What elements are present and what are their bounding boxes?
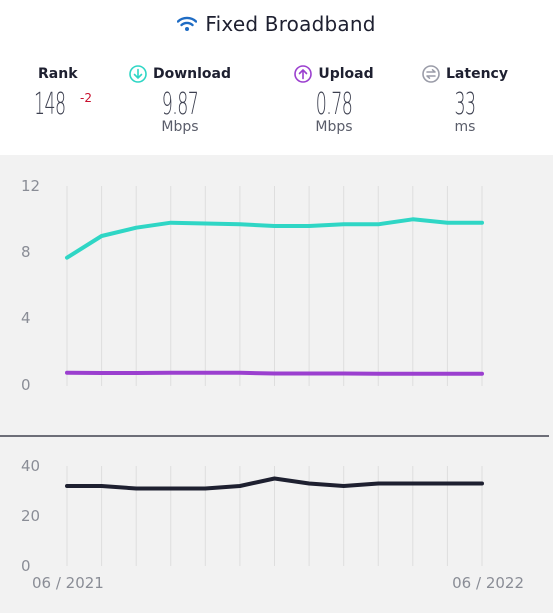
latency-chart-y-axis: 40 20 0: [21, 457, 40, 575]
latency-y-tick-label: 20: [21, 507, 40, 525]
rank-delta: -2: [80, 91, 92, 105]
rank-metric: Rank 148 -2: [22, 63, 92, 123]
rank-label: Rank: [38, 66, 78, 82]
speed-chart-y-axis: 12 8 4 0: [21, 177, 40, 394]
upload-arrow-icon: [294, 65, 313, 83]
latency-y-tick-label: 40: [21, 457, 40, 475]
speed-series-line-2: [65, 370, 484, 376]
latency-y-tick-label: 0: [21, 557, 31, 575]
latency-x-tick-label-end: 06 / 2022: [452, 574, 524, 592]
speed-y-tick-label: 4: [21, 309, 31, 327]
upload-unit: Mbps: [315, 119, 353, 135]
download-arrow-icon: [129, 65, 147, 83]
title-text: Fixed Broadband: [205, 12, 376, 36]
speed-series-line-1: [65, 217, 484, 260]
latency-x-tick-label-start: 06 / 2021: [32, 574, 104, 592]
upload-metric: Upload 0.78 Mbps: [282, 63, 386, 135]
speed-y-tick-label: 8: [21, 243, 31, 261]
download-label: Download: [152, 66, 232, 82]
wifi-icon: [177, 16, 198, 31]
latency-chart-series: [65, 476, 484, 491]
download-value: 9.87: [161, 87, 199, 122]
latency-unit: ms: [454, 119, 476, 135]
download-unit: Mbps: [161, 119, 199, 135]
latency-arrows-icon: [422, 65, 440, 83]
latency-value: 33: [454, 87, 477, 122]
latency-metric: Latency 33 ms: [415, 63, 515, 135]
speed-y-tick-label: 12: [21, 177, 40, 195]
upload-label: Upload: [318, 66, 374, 82]
summary-panel: Fixed Broadband Rank 148 -2 Download 9.8…: [0, 0, 553, 155]
latency-chart-grid: [66, 466, 483, 566]
download-metric: Download 9.87 Mbps: [125, 63, 235, 135]
panel-title: Fixed Broadband: [0, 12, 553, 36]
speed-y-tick-label: 0: [21, 376, 31, 394]
latency-series-line-1: [65, 476, 484, 491]
latency-chart-x-axis: 06 / 2021 06 / 2022: [32, 574, 524, 592]
speed-chart-grid: [66, 186, 483, 386]
speed-chart-series: [65, 217, 484, 376]
upload-value: 0.78: [315, 87, 353, 122]
latency-label: Latency: [446, 66, 508, 82]
